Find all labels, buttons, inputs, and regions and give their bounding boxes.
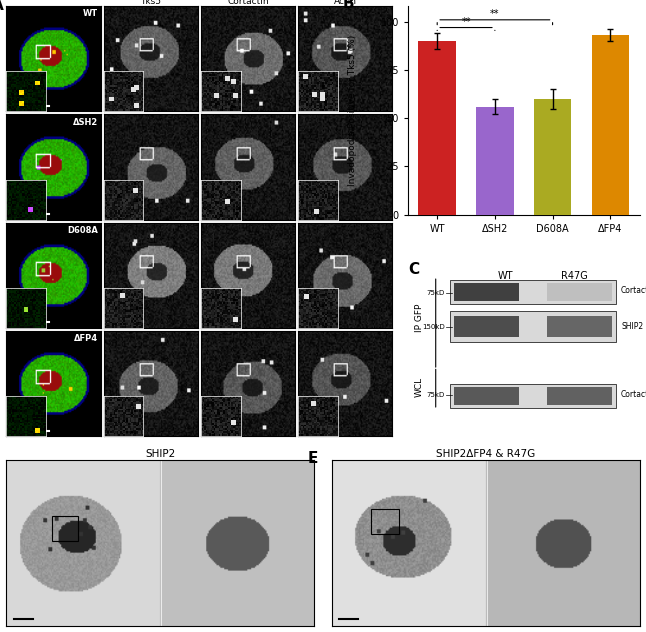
Text: 75kD: 75kD [427, 392, 445, 398]
Text: Cortactin: Cortactin [621, 390, 646, 399]
Text: ΔFP4: ΔFP4 [74, 334, 98, 343]
Bar [534, 99, 571, 215]
Bar [476, 107, 514, 215]
Bar [52, 516, 78, 540]
Text: SHIP2: SHIP2 [621, 322, 643, 331]
Title: Cortactin: Cortactin [227, 0, 269, 6]
Text: **: ** [461, 16, 471, 27]
Text: E: E [307, 451, 318, 466]
Title: SHIP2: SHIP2 [145, 449, 175, 459]
Text: R47G: R47G [561, 271, 588, 281]
Text: 75kD: 75kD [427, 289, 445, 296]
Text: Cortactin: Cortactin [621, 286, 646, 295]
Title: Tks5: Tks5 [140, 0, 162, 6]
Title: SHIP2ΔFP4 & R47G: SHIP2ΔFP4 & R47G [436, 449, 536, 459]
Text: A: A [0, 0, 4, 13]
Text: C: C [408, 262, 419, 277]
Bar [419, 41, 456, 215]
Title: Actin: Actin [334, 0, 357, 6]
Text: D608A: D608A [67, 226, 98, 235]
Y-axis label: Invadopodia Positive for Tks5 (%): Invadopodia Positive for Tks5 (%) [348, 35, 357, 186]
Text: 150kD: 150kD [422, 324, 445, 329]
Text: WCL: WCL [415, 377, 424, 398]
Text: **: ** [490, 9, 499, 19]
Text: WT: WT [83, 9, 98, 18]
Text: WT: WT [497, 271, 513, 281]
Bar [371, 509, 399, 533]
Bar [592, 35, 629, 215]
Text: B: B [343, 0, 355, 11]
Text: ΔSH2: ΔSH2 [73, 118, 98, 126]
Text: IP GFP: IP GFP [415, 304, 424, 332]
